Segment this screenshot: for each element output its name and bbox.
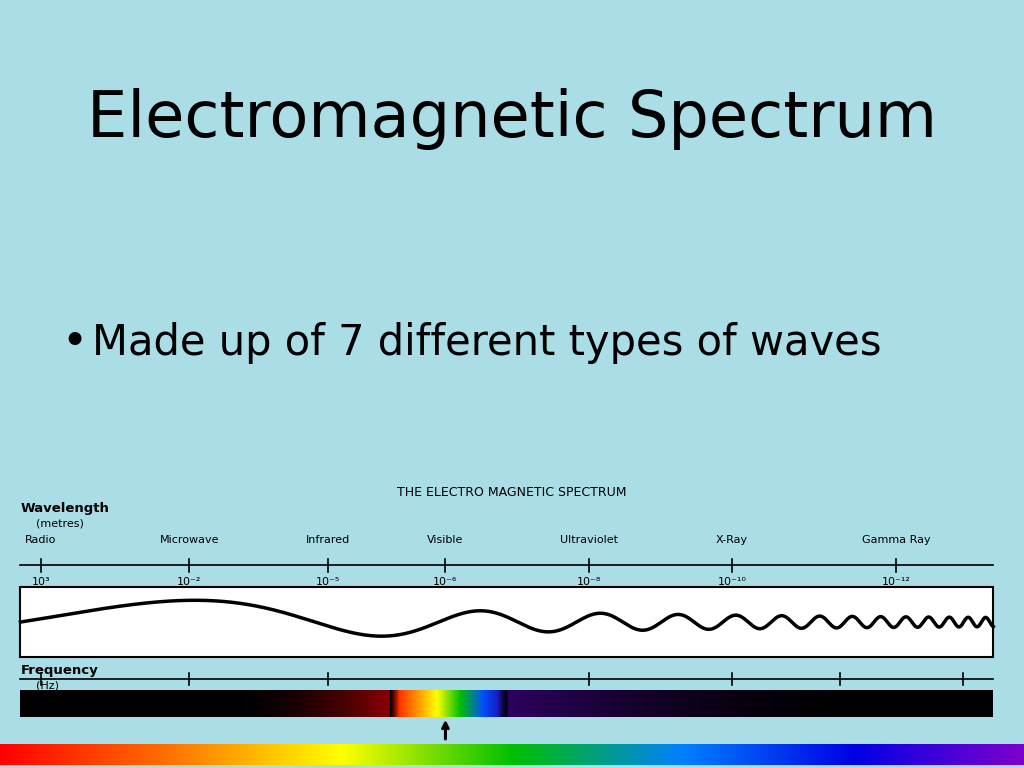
Text: X-Ray: X-Ray (716, 535, 749, 545)
Bar (20, 587, 993, 657)
Text: 10¹²: 10¹² (316, 691, 339, 701)
Text: (Hz): (Hz) (36, 680, 58, 690)
Text: 10⁻⁵: 10⁻⁵ (315, 578, 340, 588)
Text: 10¹⁵: 10¹⁵ (578, 691, 600, 701)
Text: Visible: Visible (427, 535, 464, 545)
Text: Microwave: Microwave (160, 535, 219, 545)
Text: THE ELECTRO MAGNETIC SPECTRUM: THE ELECTRO MAGNETIC SPECTRUM (397, 486, 627, 499)
Text: 10⁸: 10⁸ (180, 691, 199, 701)
Text: 10⁻¹²: 10⁻¹² (882, 578, 910, 588)
Text: Radio: Radio (26, 535, 56, 545)
Text: 10¹⁶: 10¹⁶ (721, 691, 743, 701)
Text: 10⁻²: 10⁻² (177, 578, 202, 588)
Text: 10³: 10³ (32, 578, 50, 588)
Text: •: • (61, 321, 88, 364)
Text: Made up of 7 different types of waves: Made up of 7 different types of waves (92, 322, 882, 364)
Text: Frequency: Frequency (20, 664, 98, 677)
Text: 10⁻⁸: 10⁻⁸ (577, 578, 601, 588)
Text: Infrared: Infrared (305, 535, 350, 545)
Text: Wavelength: Wavelength (20, 502, 110, 515)
Text: Electromagnetic Spectrum: Electromagnetic Spectrum (87, 88, 937, 150)
Text: 10⁴: 10⁴ (32, 691, 50, 701)
Text: Ultraviolet: Ultraviolet (560, 535, 617, 545)
Text: Gamma Ray: Gamma Ray (861, 535, 931, 545)
Text: 10¹⁸: 10¹⁸ (828, 691, 851, 701)
Text: 10⁻⁶: 10⁻⁶ (433, 578, 458, 588)
Text: 10⁻¹⁰: 10⁻¹⁰ (718, 578, 746, 588)
Text: (metres): (metres) (36, 518, 84, 528)
Text: 10²⁰: 10²⁰ (951, 691, 974, 701)
